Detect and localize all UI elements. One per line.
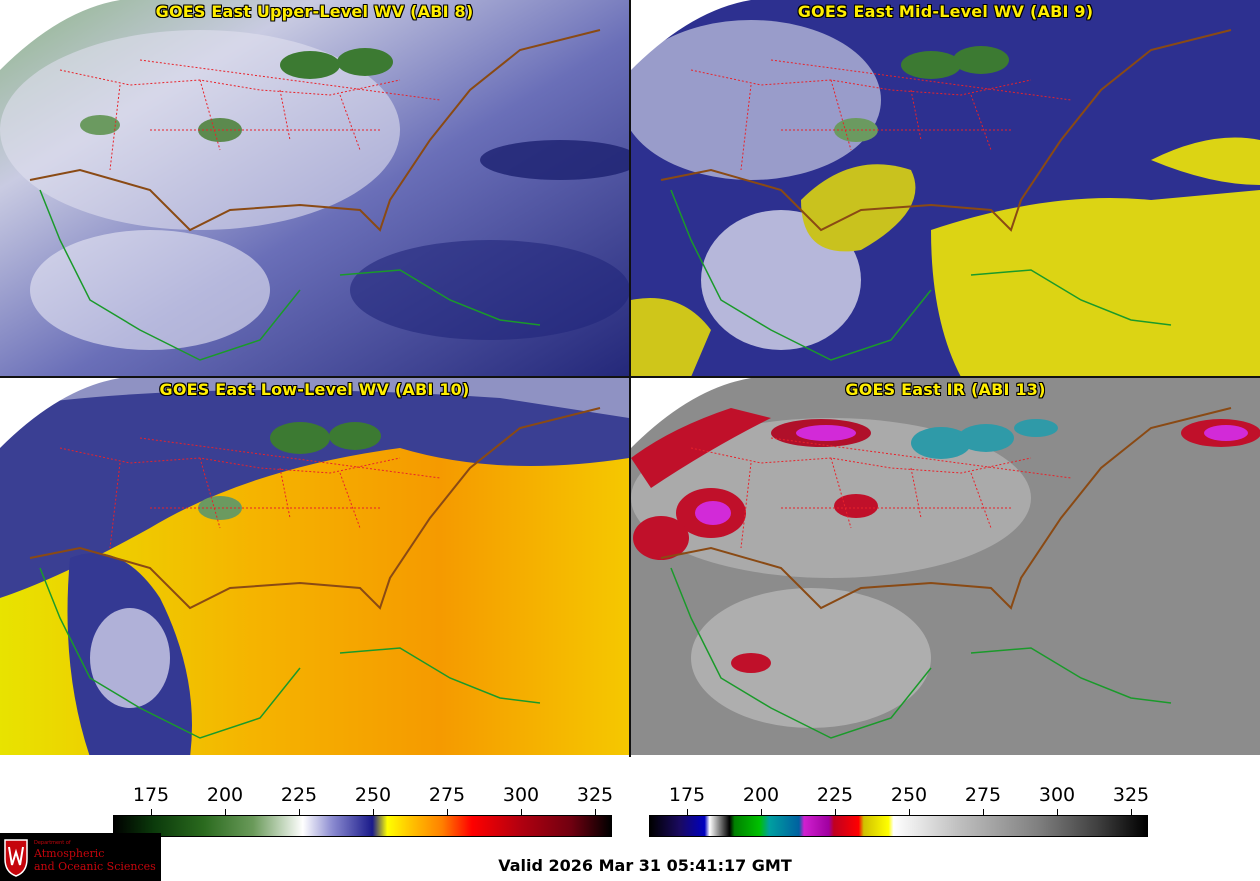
panel-upper-level-wv: GOES East Upper-Level WV (ABI 8) [0, 0, 629, 377]
wv-tick-label: 175 [132, 784, 170, 806]
panel-divider-vertical [629, 0, 631, 757]
logo-line1: Atmospheric [34, 847, 105, 860]
ir-tick-mark [1131, 809, 1132, 815]
logo-dept-text: Department of [34, 840, 71, 846]
upper-level-wv-image [0, 0, 629, 377]
panel-mid-level-wv: GOES East Mid-Level WV (ABI 9) [631, 0, 1260, 377]
panel-title: GOES East IR (ABI 13) [845, 380, 1046, 399]
wv-tick-mark [299, 809, 300, 815]
wv-tick-mark [595, 809, 596, 815]
ir-tick-mark [761, 809, 762, 815]
wv-tick-label: 200 [206, 784, 244, 806]
ir-image [631, 378, 1260, 755]
wv-colorbar [113, 815, 612, 837]
logo-line2: and Oceanic Sciences [34, 860, 156, 873]
ir-tick-label: 225 [816, 784, 854, 806]
wv-tick-mark [151, 809, 152, 815]
ir-tick-label: 175 [668, 784, 706, 806]
ir-tick-mark [835, 809, 836, 815]
wv-tick-mark [225, 809, 226, 815]
panel-low-level-wv: GOES East Low-Level WV (ABI 10) [0, 378, 629, 755]
panel-title: GOES East Low-Level WV (ABI 10) [159, 380, 470, 399]
ir-tick-label: 300 [1038, 784, 1076, 806]
ir-tick-label: 325 [1112, 784, 1150, 806]
wv-tick-label: 225 [280, 784, 318, 806]
wv-tick-label: 250 [354, 784, 392, 806]
ir-tick-label: 275 [964, 784, 1002, 806]
panel-title: GOES East Upper-Level WV (ABI 8) [155, 2, 474, 21]
wv-tick-label: 325 [576, 784, 614, 806]
uw-crest-icon [4, 839, 28, 877]
panel-title: GOES East Mid-Level WV (ABI 9) [797, 2, 1094, 21]
ir-tick-mark [1057, 809, 1058, 815]
ir-tick-mark [909, 809, 910, 815]
wv-tick-mark [521, 809, 522, 815]
ir-tick-label: 250 [890, 784, 928, 806]
wv-tick-label: 275 [428, 784, 466, 806]
wv-tick-mark [373, 809, 374, 815]
ir-tick-mark [687, 809, 688, 815]
aos-logo: Department of Atmospheric and Oceanic Sc… [0, 833, 161, 881]
panel-divider-horizontal [0, 376, 1260, 378]
low-level-wv-image [0, 378, 629, 755]
panel-ir: GOES East IR (ABI 13) [631, 378, 1260, 755]
valid-time: Valid 2026 Mar 31 05:41:17 GMT [498, 856, 792, 875]
wv-tick-mark [447, 809, 448, 815]
ir-tick-mark [983, 809, 984, 815]
ir-colorbar [649, 815, 1148, 837]
mid-level-wv-image [631, 0, 1260, 377]
ir-tick-label: 200 [742, 784, 780, 806]
wv-tick-label: 300 [502, 784, 540, 806]
